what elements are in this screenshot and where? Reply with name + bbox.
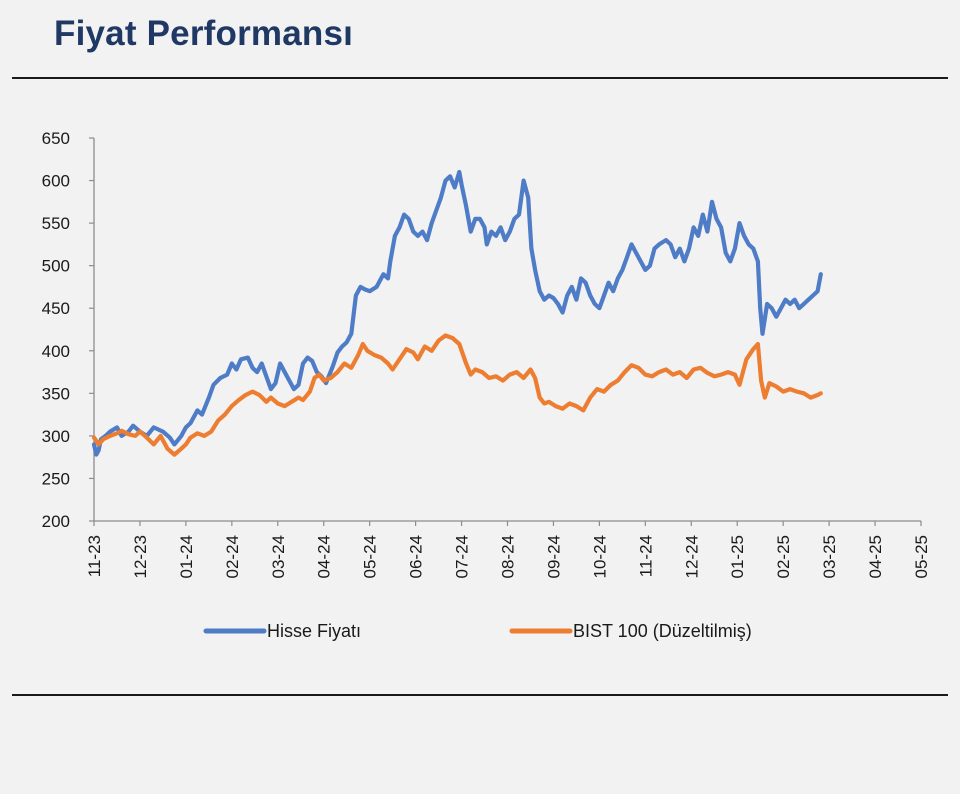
x-tick-label: 03-25: [820, 535, 839, 578]
legend-label-0: Hisse Fiyatı: [267, 621, 361, 641]
x-tick-label: 04-25: [866, 535, 885, 578]
x-tick-label: 08-24: [499, 535, 518, 578]
x-tick-label: 11-24: [636, 535, 655, 577]
series-lines: [91, 169, 823, 457]
x-tick-label: 02-25: [774, 535, 793, 578]
y-tick-label: 650: [42, 129, 70, 148]
y-tick-label: 500: [42, 257, 70, 276]
x-tick-label: 07-24: [453, 535, 472, 578]
x-tick-label: 04-24: [315, 535, 334, 578]
x-tick-label: 01-24: [177, 535, 196, 578]
x-tick-label: 10-24: [590, 535, 609, 578]
legend-label-1: BIST 100 (Düzeltilmiş): [573, 621, 752, 641]
x-tick-label: 09-24: [544, 535, 563, 578]
x-axis: 11-23 12-23 01-24 02-24 03-24 04-24 05-24 06-24…: [85, 520, 931, 578]
y-tick-label: 250: [42, 469, 70, 488]
y-tick-label: 450: [42, 299, 70, 318]
x-tick-label: 01-25: [728, 535, 747, 578]
y-tick-label: 350: [42, 384, 70, 403]
bottom-divider: [12, 694, 948, 696]
x-tick-label: 06-24: [407, 535, 426, 578]
y-tick-label: 600: [42, 172, 70, 191]
x-tick-label: 11-23: [85, 535, 104, 577]
y-tick-label: 300: [42, 427, 70, 446]
y-tick-label: 550: [42, 214, 70, 233]
top-divider: [12, 77, 948, 79]
y-tick-label: 200: [42, 512, 70, 531]
series-line-0: [91, 169, 823, 457]
y-axis: 200 250 300 350 400 450 500 550 600 650: [42, 129, 95, 531]
x-tick-label: 12-24: [682, 535, 701, 578]
x-tick-label: 05-25: [912, 535, 931, 578]
series-line-1: [91, 333, 823, 457]
x-tick-label: 03-24: [269, 535, 288, 578]
legend: Hisse Fiyatı BIST 100 (Düzeltilmiş): [203, 621, 752, 641]
page-title: Fiyat Performansı: [54, 14, 354, 53]
x-tick-label: 05-24: [361, 535, 380, 578]
x-tick-label: 02-24: [223, 535, 242, 578]
x-tick-label: 12-23: [131, 535, 150, 578]
y-tick-label: 400: [42, 342, 70, 361]
